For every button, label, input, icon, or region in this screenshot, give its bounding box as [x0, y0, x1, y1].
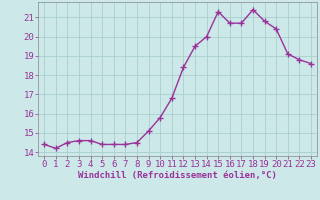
X-axis label: Windchill (Refroidissement éolien,°C): Windchill (Refroidissement éolien,°C)	[78, 171, 277, 180]
